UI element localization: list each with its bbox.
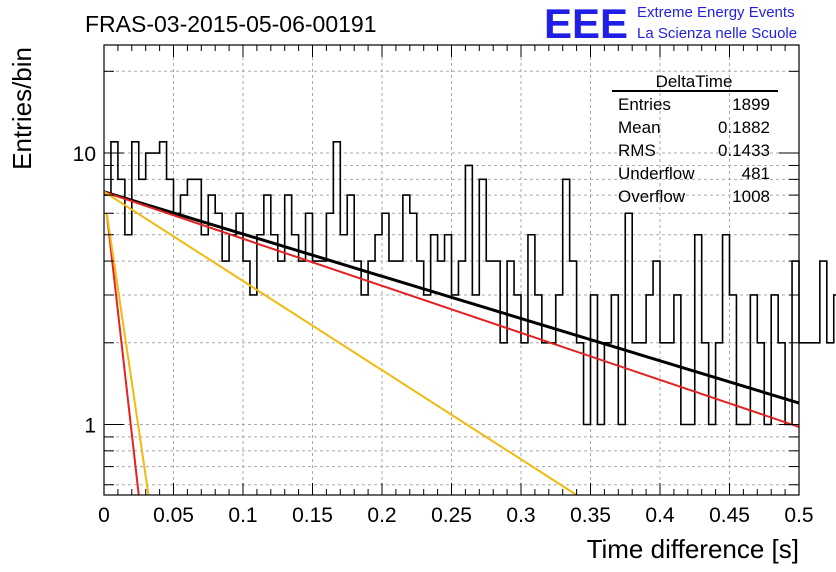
fit-line [105, 213, 150, 496]
stats-label: Underflow [618, 164, 695, 183]
x-tick-label: 0.25 [431, 504, 472, 527]
fit-line [103, 190, 800, 405]
x-tick-label: 0.45 [709, 504, 750, 527]
stats-box: DeltaTime Entries 1899 Mean 0.1882 RMS 0.1433… [612, 72, 778, 206]
logo-acronym: EEE [544, 0, 628, 47]
x-tick-label: 0.5 [784, 504, 813, 527]
x-tick-label: 0.4 [645, 504, 675, 527]
y-tick-label: 1 [84, 415, 96, 438]
logo-line-1: Extreme Energy Events [637, 4, 795, 21]
stats-value: 1008 [732, 187, 770, 206]
x-axis-ticks: 0 0.05 0.1 0.15 0.2 0.25 0.3 0.35 0.4 0.45 0.5 [98, 45, 814, 527]
x-tick-label: 0 [98, 504, 110, 527]
fit-line [103, 190, 800, 428]
y-axis-ticks: 1 10 [73, 70, 799, 486]
fit-line [105, 213, 140, 496]
stats-value: 1899 [732, 95, 770, 114]
stats-value: 0.1882 [718, 118, 770, 137]
fit-line [103, 190, 578, 496]
stats-label: Overflow [618, 187, 686, 206]
stats-label: RMS [618, 141, 656, 160]
chart-title: FRAS-03-2015-05-06-00191 [85, 11, 377, 37]
x-axis-title: Time difference [s] [587, 534, 799, 564]
x-tick-label: 0.1 [228, 504, 257, 527]
y-axis-title: Entries/bin [7, 47, 37, 170]
fit-curves [103, 190, 800, 496]
x-tick-label: 0.35 [570, 504, 611, 527]
stats-label: Mean [618, 118, 661, 137]
histogram-outline [104, 141, 836, 426]
x-tick-label: 0.2 [367, 504, 396, 527]
eee-logo: EEE Extreme Energy Events La Scienza nel… [544, 0, 797, 47]
stats-title: DeltaTime [656, 72, 733, 91]
grid-lines [104, 45, 799, 495]
x-tick-label: 0.05 [153, 504, 194, 527]
stats-value: 481 [742, 164, 770, 183]
x-tick-label: 0.3 [506, 504, 535, 527]
x-tick-label: 0.15 [292, 504, 333, 527]
stats-label: Entries [618, 95, 671, 114]
stats-value: 0.1433 [718, 141, 770, 160]
logo-line-2: La Scienza nelle Scuole [637, 25, 797, 42]
y-tick-label: 10 [73, 143, 96, 166]
stats-rows: Entries 1899 Mean 0.1882 RMS 0.1433 Underflow 4… [618, 95, 770, 206]
histogram-series [104, 141, 836, 426]
